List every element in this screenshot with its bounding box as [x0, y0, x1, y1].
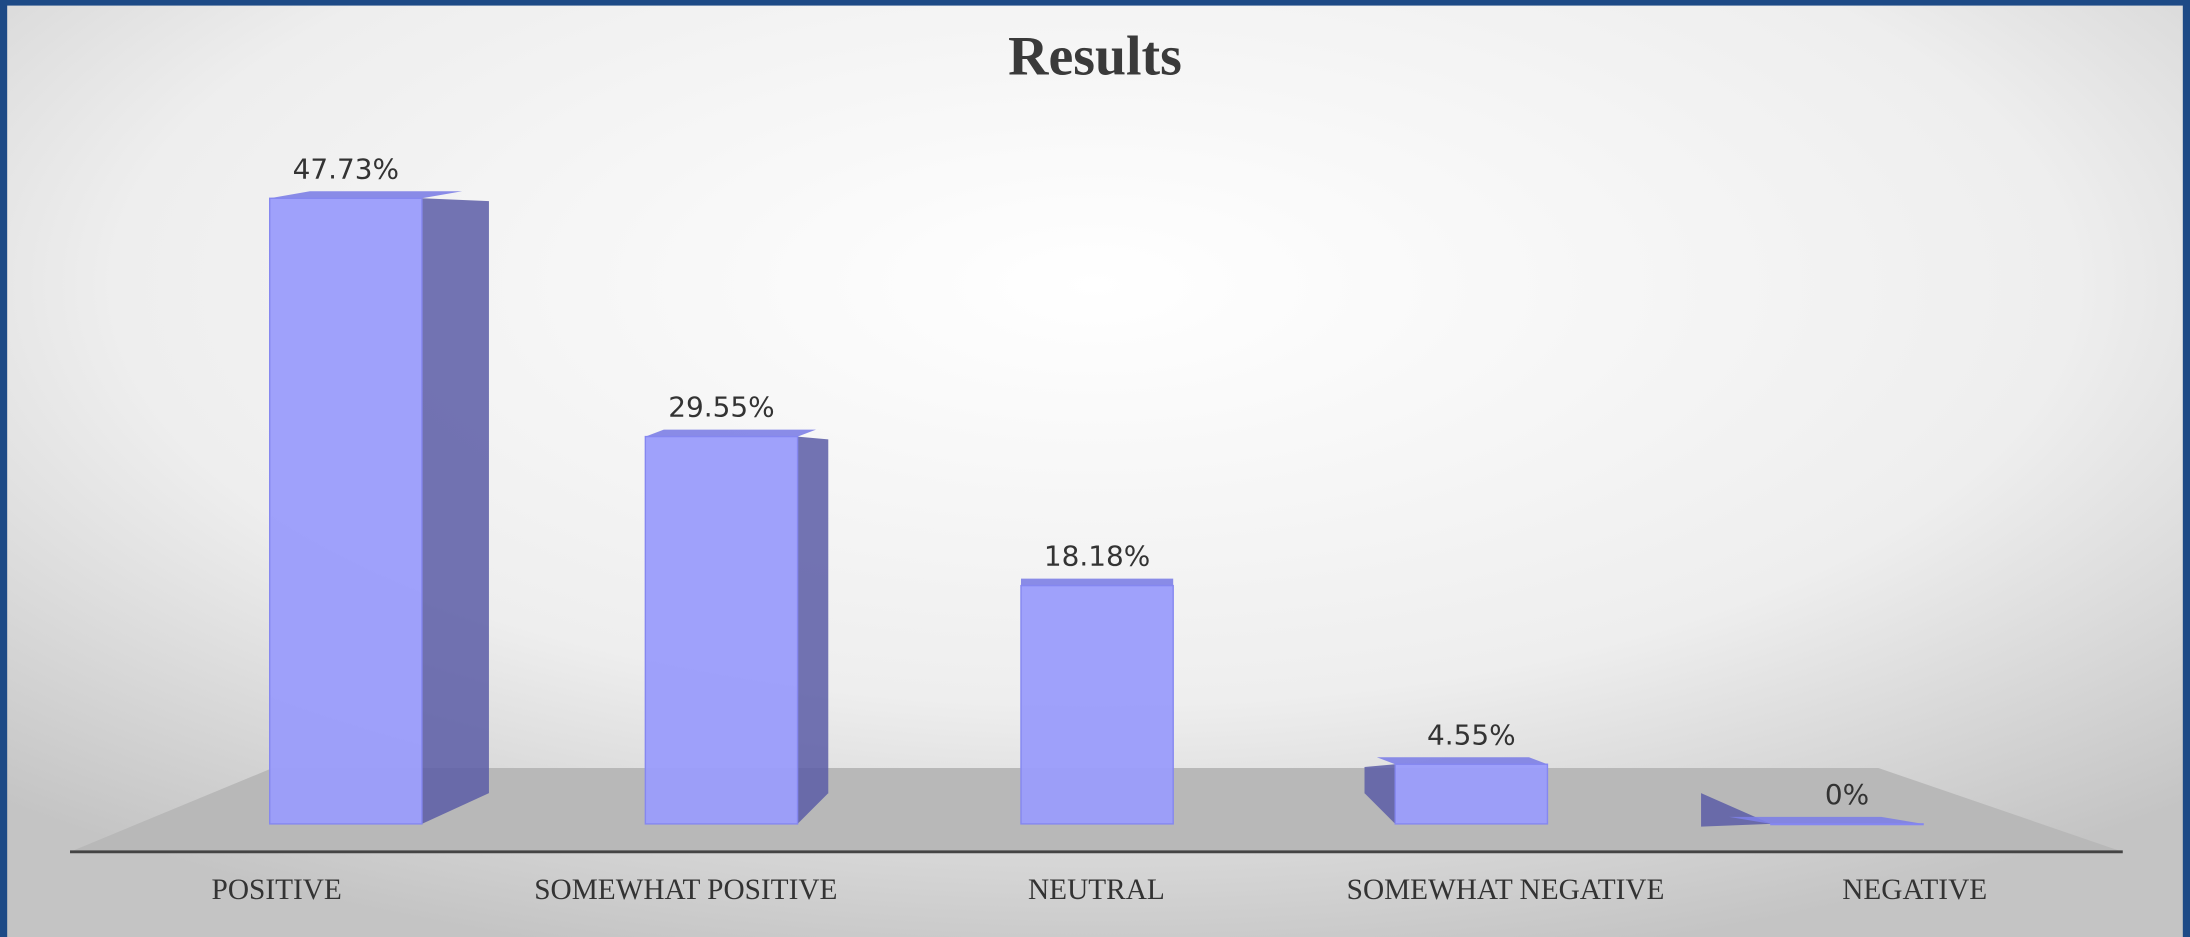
data-label: 0% — [1825, 778, 1869, 811]
x-tick-label: SOMEWHAT POSITIVE — [534, 874, 837, 906]
bar-top — [269, 191, 463, 199]
bar-top — [645, 429, 816, 437]
bars — [269, 191, 1924, 827]
bar — [1020, 584, 1174, 825]
bar — [644, 435, 799, 825]
data-label: 47.73% — [293, 152, 399, 185]
chart-title: Results — [1008, 25, 1182, 87]
bar-side — [797, 436, 829, 824]
x-tick-label: NEGATIVE — [1842, 874, 1987, 906]
bar-top — [1728, 816, 1924, 824]
bar — [1394, 763, 1549, 825]
bar-top — [1376, 757, 1548, 765]
data-label: 4.55% — [1427, 718, 1516, 751]
bar-side — [1364, 764, 1396, 824]
bar-side — [421, 198, 489, 824]
data-label: 29.55% — [668, 391, 774, 424]
x-tick-label: SOMEWHAT NEGATIVE — [1347, 874, 1665, 906]
bar-top — [1020, 578, 1174, 586]
data-label: 18.18% — [1044, 540, 1150, 573]
bar — [1770, 823, 1924, 826]
bar — [269, 197, 423, 825]
x-tick-label: NEUTRAL — [1028, 874, 1165, 906]
x-tick-label: POSITIVE — [212, 874, 342, 906]
